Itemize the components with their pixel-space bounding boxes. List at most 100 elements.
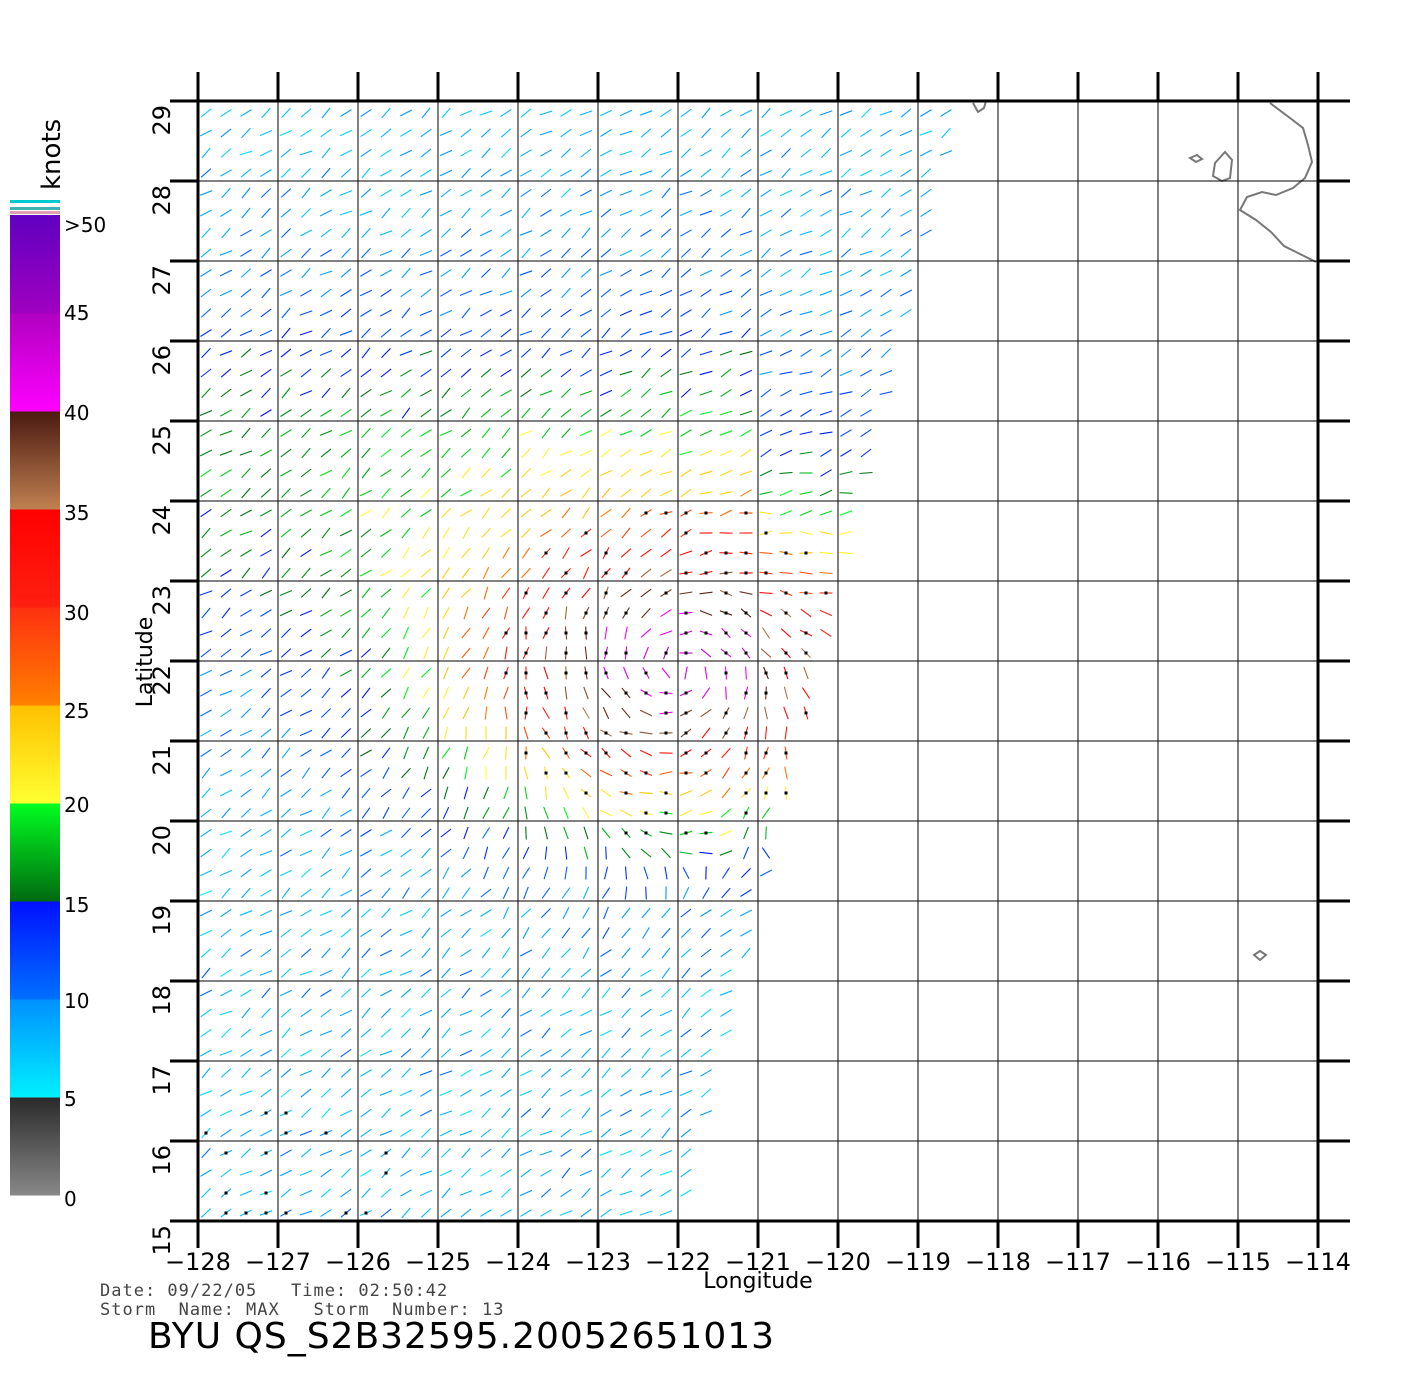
wind-vector xyxy=(859,190,873,196)
wind-vector xyxy=(240,609,252,617)
wind-vector xyxy=(459,969,473,977)
rain-flag xyxy=(744,771,748,775)
wind-vector xyxy=(580,1148,592,1158)
wind-vector xyxy=(380,868,392,878)
wind-vector xyxy=(600,248,612,258)
wind-vector xyxy=(462,686,470,700)
wind-vector xyxy=(220,368,232,378)
wind-vector xyxy=(240,589,252,597)
wind-vector xyxy=(461,927,471,939)
wind-vector xyxy=(260,188,272,198)
latitude-tick-label: 24 xyxy=(148,505,176,536)
wind-vector xyxy=(320,1188,332,1198)
wind-vector xyxy=(440,289,452,297)
wind-vector xyxy=(400,948,412,958)
wind-vector xyxy=(600,1128,612,1138)
wind-vector xyxy=(520,488,532,498)
wind-vector xyxy=(780,128,792,138)
wind-vector xyxy=(579,1009,593,1017)
wind-vector xyxy=(739,410,753,416)
wind-vector xyxy=(339,889,353,897)
longitude-tick-label: −121 xyxy=(725,1248,791,1276)
wind-vector xyxy=(521,468,531,478)
wind-vector xyxy=(420,408,432,418)
wind-vector xyxy=(480,309,492,317)
wind-vector xyxy=(701,107,711,119)
wind-vector xyxy=(240,168,252,178)
wind-vector xyxy=(621,907,631,919)
wind-vector xyxy=(200,1208,212,1218)
wind-vector xyxy=(939,150,953,156)
wind-vector xyxy=(680,1189,692,1197)
wind-vector xyxy=(300,888,312,898)
wind-vector xyxy=(360,928,372,938)
wind-vector xyxy=(760,268,772,278)
wind-vector xyxy=(240,288,252,298)
wind-vector xyxy=(361,947,371,959)
wind-vector xyxy=(719,310,733,316)
wind-vector xyxy=(780,249,792,257)
wind-vector xyxy=(279,989,293,997)
wind-vector xyxy=(680,488,692,498)
wind-vector xyxy=(800,348,812,358)
colorbar-segment xyxy=(10,705,60,804)
rain-flag xyxy=(744,731,748,735)
wind-vector xyxy=(341,227,351,239)
wind-vector xyxy=(760,308,772,318)
wind-vector xyxy=(759,869,773,877)
wind-vector xyxy=(200,308,212,318)
rain-flag xyxy=(664,511,668,515)
wind-vector xyxy=(420,288,432,298)
wind-vector xyxy=(400,1028,412,1038)
rain-flag xyxy=(704,831,708,835)
wind-vector xyxy=(260,269,272,277)
wind-vector xyxy=(621,1167,631,1179)
wind-vector xyxy=(280,369,292,377)
wind-vector xyxy=(759,429,773,437)
wind-vector xyxy=(559,349,573,357)
rain-flag xyxy=(684,831,688,835)
wind-vector xyxy=(221,187,231,199)
wind-vector xyxy=(260,828,272,838)
wind-vector xyxy=(280,1008,292,1018)
wind-vector xyxy=(481,467,491,479)
wind-vector xyxy=(480,208,492,218)
colorbar-tick-label: >50 xyxy=(64,213,106,237)
wind-vector xyxy=(860,269,872,277)
wind-vector xyxy=(459,1190,473,1196)
wind-vector xyxy=(320,249,332,257)
wind-vector xyxy=(624,866,628,880)
wind-vector xyxy=(562,547,570,559)
wind-vector xyxy=(360,128,372,138)
wind-vector xyxy=(819,410,833,416)
wind-vector xyxy=(441,1027,451,1039)
wind-vector xyxy=(501,148,511,158)
wind-vector xyxy=(619,309,633,317)
colorbar-top-stripe xyxy=(10,211,60,214)
wind-vector xyxy=(560,368,572,378)
wind-vector xyxy=(201,787,211,799)
wind-vector xyxy=(619,349,633,357)
wind-vector xyxy=(800,409,812,417)
wind-vector xyxy=(560,1089,572,1097)
wind-vector xyxy=(621,507,631,519)
wind-vector xyxy=(680,348,692,358)
wind-vector xyxy=(721,747,731,759)
wind-vector xyxy=(600,308,612,318)
wind-vector xyxy=(401,767,411,779)
rain-flag xyxy=(724,571,728,575)
wind-vector xyxy=(280,688,292,698)
wind-vector xyxy=(660,248,672,258)
wind-vector xyxy=(321,147,331,159)
wind-vector xyxy=(422,687,430,699)
wind-vector xyxy=(740,429,752,437)
rain-flag xyxy=(644,831,648,835)
wind-vector xyxy=(819,170,833,176)
rain-flag xyxy=(664,691,668,695)
wind-vector xyxy=(461,987,471,999)
rain-flag xyxy=(584,791,588,795)
wind-vector xyxy=(379,249,393,257)
rain-flag xyxy=(804,631,808,635)
rain-flag xyxy=(604,731,608,735)
wind-vector xyxy=(440,348,452,358)
